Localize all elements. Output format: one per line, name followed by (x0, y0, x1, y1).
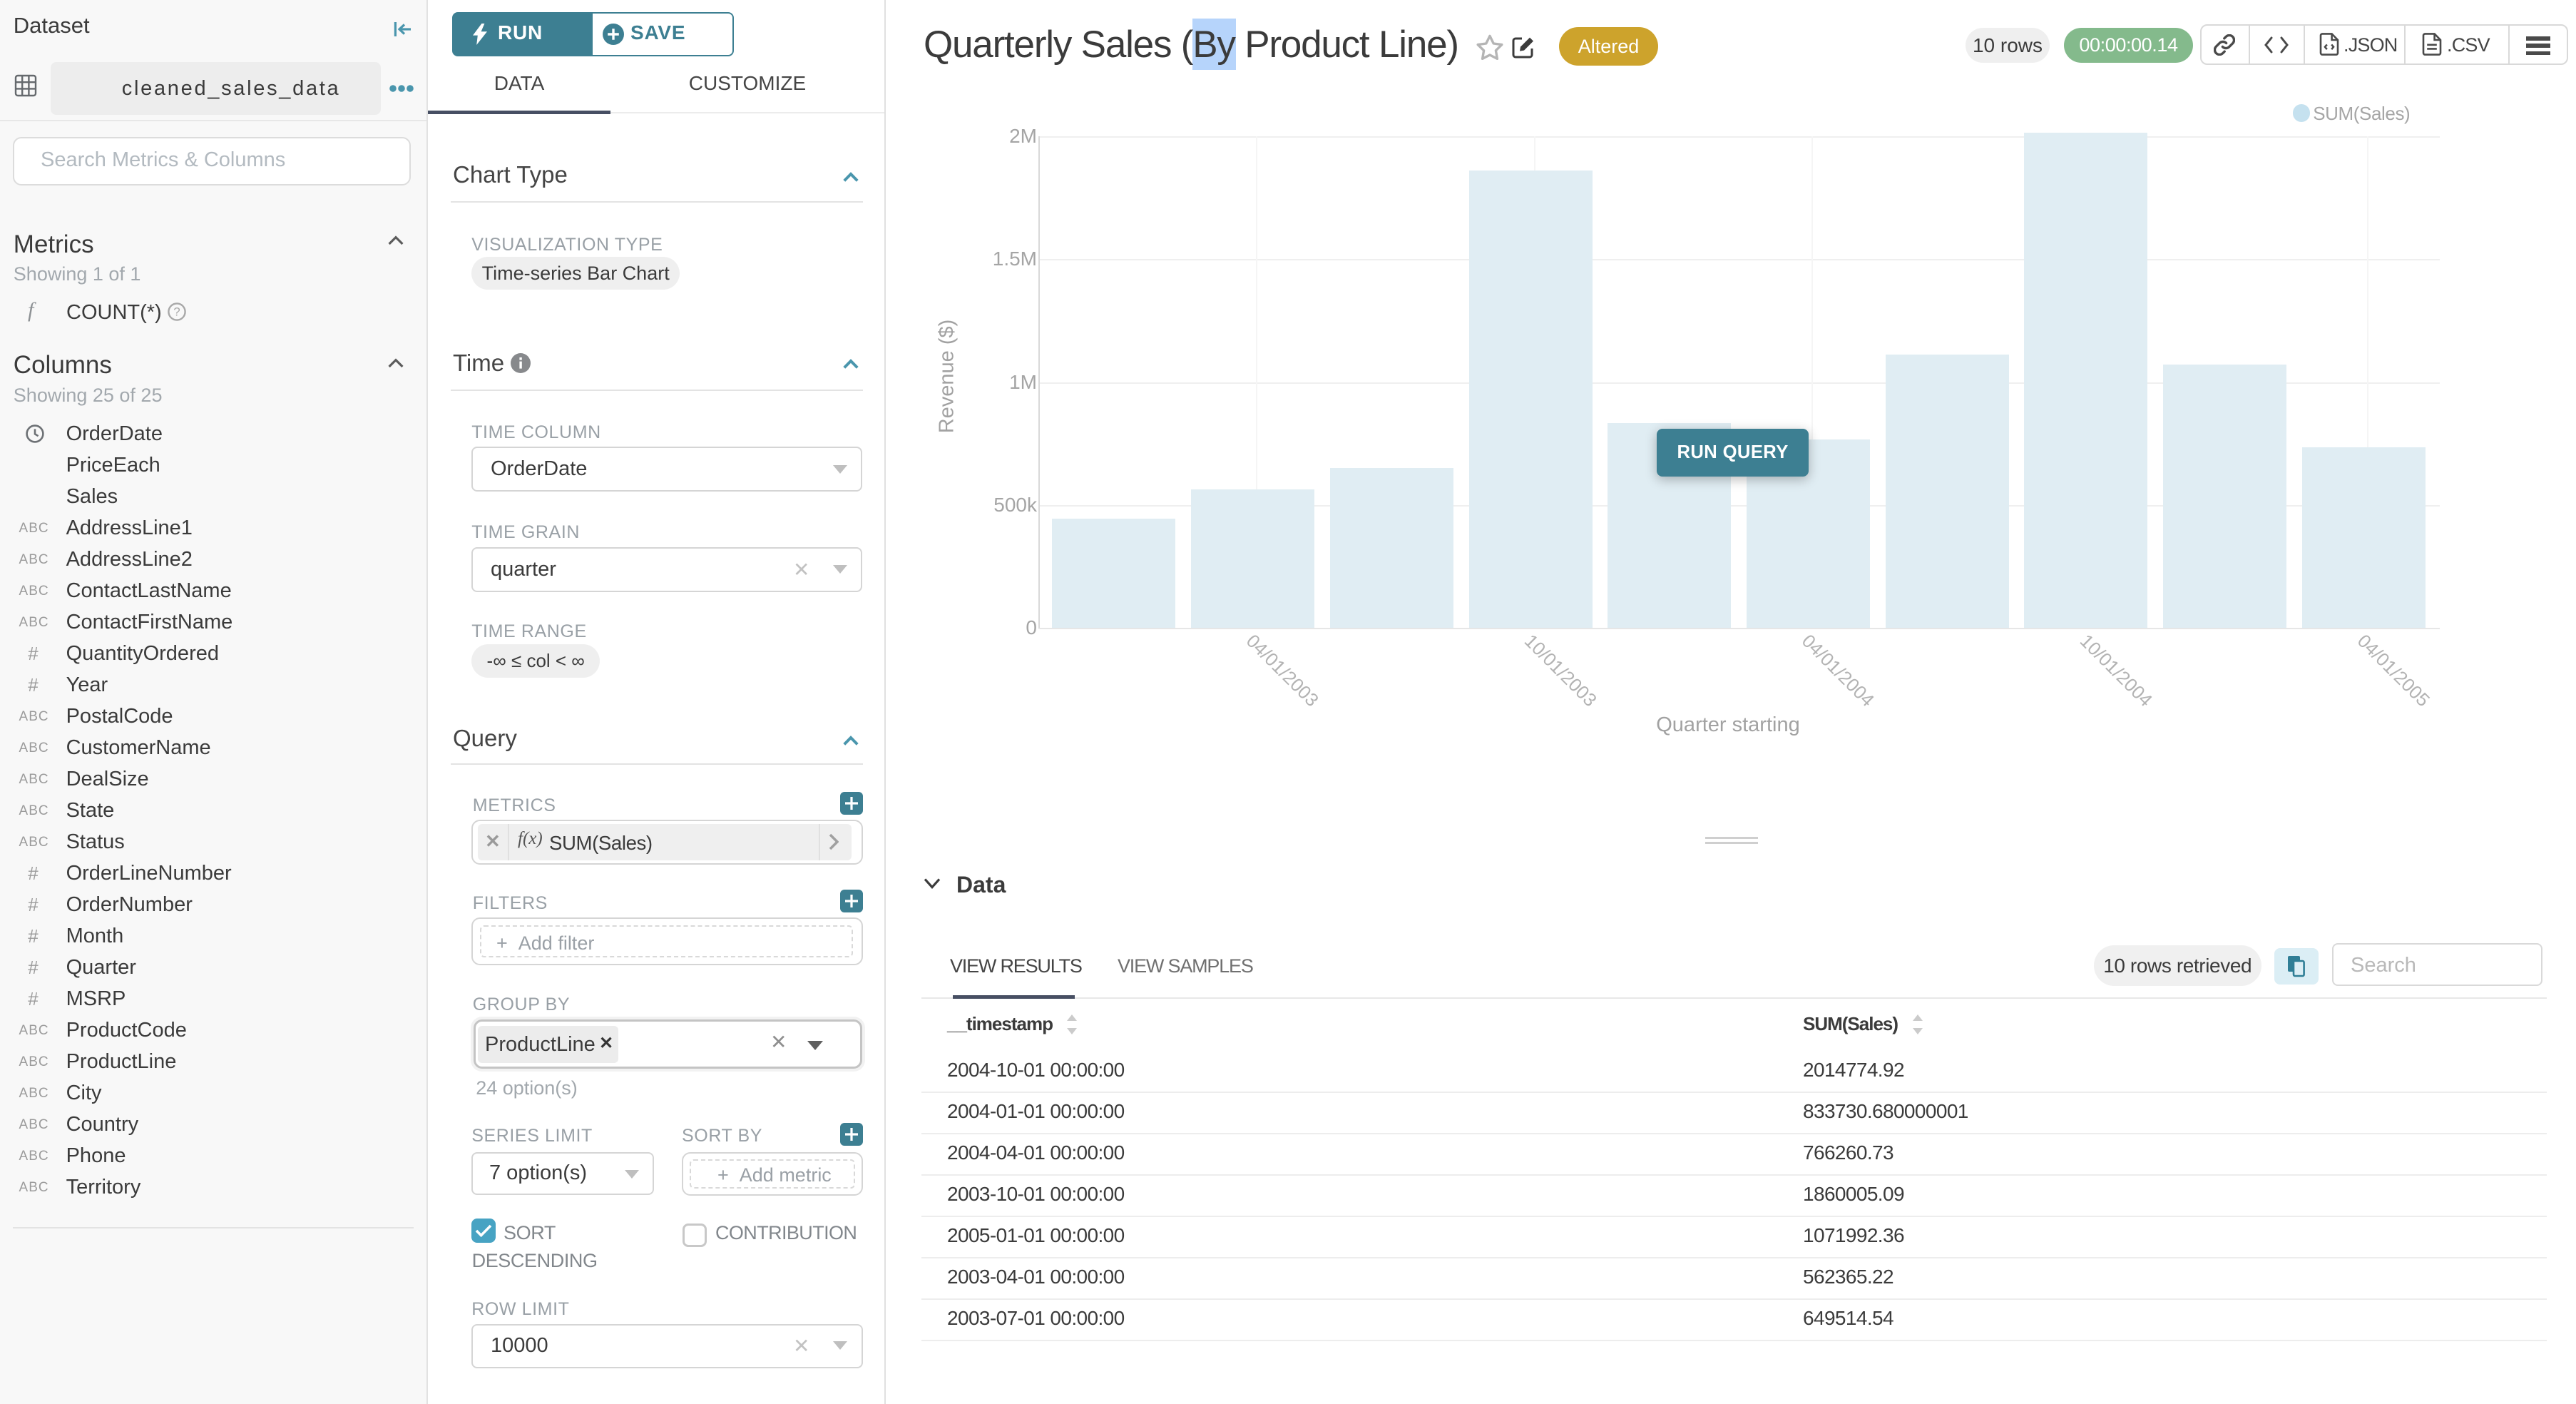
svg-text:?: ? (173, 305, 180, 319)
